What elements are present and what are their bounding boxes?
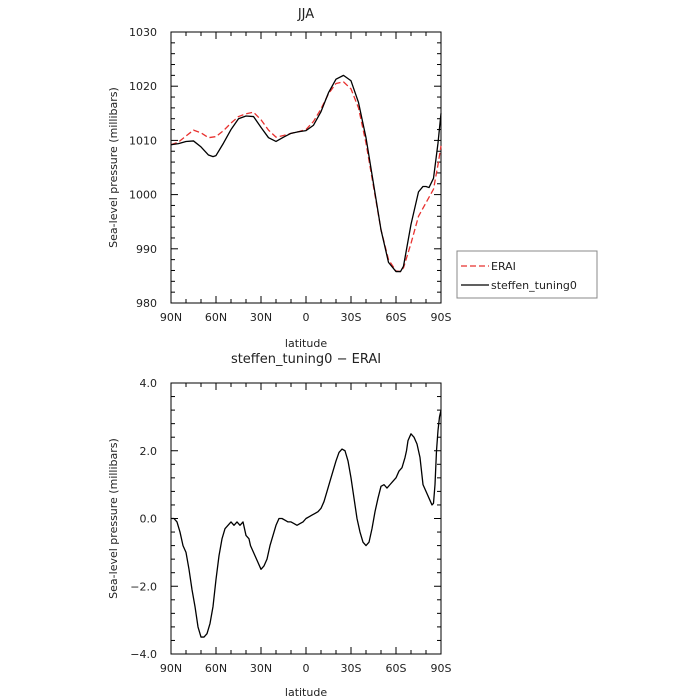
top-y-tick-label: 1020 bbox=[129, 80, 157, 93]
bottom-y-tick-label: −2.0 bbox=[130, 580, 157, 593]
top-x-tick-label: 60S bbox=[386, 311, 407, 324]
bottom-y-tick-label: 0.0 bbox=[140, 513, 158, 526]
bottom-x-axis-label: latitude bbox=[285, 686, 327, 699]
top-y-tick-label: 980 bbox=[136, 297, 157, 310]
top-x-tick-label: 90S bbox=[431, 311, 452, 324]
top-x-tick-label: 30N bbox=[250, 311, 272, 324]
bottom-chart-title: steffen_tuning0 − ERAI bbox=[231, 352, 381, 367]
top-series-group bbox=[170, 74, 442, 273]
top-y-axis-label: Sea-level pressure (millibars) bbox=[107, 87, 120, 248]
top-x-axis-label: latitude bbox=[285, 337, 327, 350]
bottom-axis-ticks: 90N 60N 30N 0 30S 60S 90S −4.0 −2.0 0.0 2.0 4.0 bbox=[130, 377, 451, 675]
bottom-y-axis-label: Sea-level pressure (millibars) bbox=[107, 438, 120, 599]
legend: ERAI steffen_tuning0 bbox=[456, 250, 598, 299]
top-series-line-erai bbox=[170, 81, 442, 273]
top-plot-frame bbox=[170, 31, 442, 304]
bottom-y-tick-label: 4.0 bbox=[140, 377, 158, 390]
top-x-tick-label: 90N bbox=[160, 311, 182, 324]
bottom-x-tick-label: 0 bbox=[303, 662, 310, 675]
bottom-series-group bbox=[171, 409, 442, 638]
bottom-x-tick-label: 60S bbox=[386, 662, 407, 675]
top-y-tick-label: 1000 bbox=[129, 189, 157, 202]
top-axis-ticks: 90N 60N 30N 0 30S 60S 90S 980 990 1000 1010 1020 103… bbox=[129, 26, 452, 324]
top-y-tick-label: 1010 bbox=[129, 134, 157, 147]
top-y-tick-label: 990 bbox=[136, 243, 157, 256]
top-x-tick-label: 0 bbox=[303, 311, 310, 324]
bottom-x-tick-label: 90N bbox=[160, 662, 182, 675]
bottom-x-tick-label: 90S bbox=[431, 662, 452, 675]
top-series-line-steffen-tuning0 bbox=[170, 74, 442, 273]
top-chart-panel: JJA latitude Sea-level pressure (milliba… bbox=[107, 7, 452, 350]
legend-label-steffen-tuning0: steffen_tuning0 bbox=[491, 279, 577, 292]
legend-box bbox=[456, 250, 598, 299]
legend-label-erai: ERAI bbox=[491, 260, 516, 273]
top-x-tick-label: 30S bbox=[341, 311, 362, 324]
bottom-x-tick-label: 60N bbox=[205, 662, 227, 675]
bottom-x-tick-label: 30N bbox=[250, 662, 272, 675]
bottom-x-tick-label: 30S bbox=[341, 662, 362, 675]
bottom-chart-panel: steffen_tuning0 − ERAI latitude Sea-leve… bbox=[107, 352, 452, 699]
bottom-series-line bbox=[171, 409, 442, 638]
top-x-tick-label: 60N bbox=[205, 311, 227, 324]
top-chart-title: JJA bbox=[297, 7, 314, 22]
bottom-y-tick-label: −4.0 bbox=[130, 648, 157, 661]
bottom-y-tick-label: 2.0 bbox=[140, 445, 158, 458]
top-y-tick-label: 1030 bbox=[129, 26, 157, 39]
